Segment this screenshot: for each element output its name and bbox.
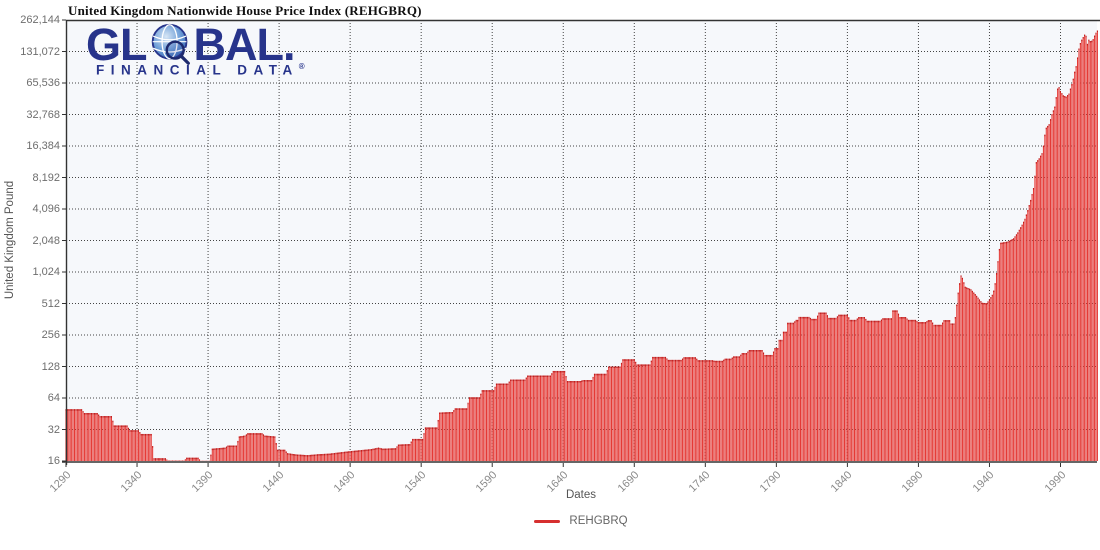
y-tick-label-256: 256 (41, 329, 60, 341)
price-bars (65, 30, 1098, 462)
x-axis-title: Dates (565, 489, 597, 501)
global-financial-data-logo: GL BAL. FINANCIAL DATA® (86, 22, 305, 78)
y-tick-label-64: 64 (47, 392, 60, 404)
logo-subtitle-text: FINANCIAL DATA (96, 62, 299, 78)
y-tick-label-16: 16 (47, 455, 60, 467)
y-tick-label-32768: 32,768 (26, 108, 60, 121)
y-tick-label-2048: 2,048 (32, 234, 60, 247)
legend: REHGBRQ (431, 515, 731, 527)
logo-wordmark: GL BAL. (86, 22, 305, 67)
chart-title: United Kingdom Nationwide House Price In… (68, 3, 422, 18)
y-tick-label-32: 32 (47, 423, 60, 436)
y-tick-label-16384: 16,384 (26, 140, 60, 152)
legend-series-label: REHGBRQ (569, 515, 628, 527)
logo-period: . (282, 18, 296, 70)
y-tick-label-512: 512 (41, 297, 60, 310)
logo-subtitle: FINANCIAL DATA® (86, 62, 305, 78)
logo-text-left: GL (86, 18, 147, 70)
y-tick-label-131072: 131,072 (20, 45, 60, 58)
globe-icon (151, 23, 190, 65)
y-tick-label-128: 128 (41, 360, 60, 373)
logo-text-right: BAL (193, 18, 284, 70)
y-tick-label-8192: 8,192 (32, 171, 60, 184)
y-tick-label-4096: 4,096 (32, 203, 60, 215)
legend-line-swatch (534, 519, 561, 523)
registered-mark: ® (298, 62, 305, 71)
y-tick-label-1024: 1,024 (32, 266, 60, 278)
y-tick-label-262144: 262,144 (20, 14, 60, 26)
y-tick-label-65536: 65,536 (26, 77, 60, 89)
